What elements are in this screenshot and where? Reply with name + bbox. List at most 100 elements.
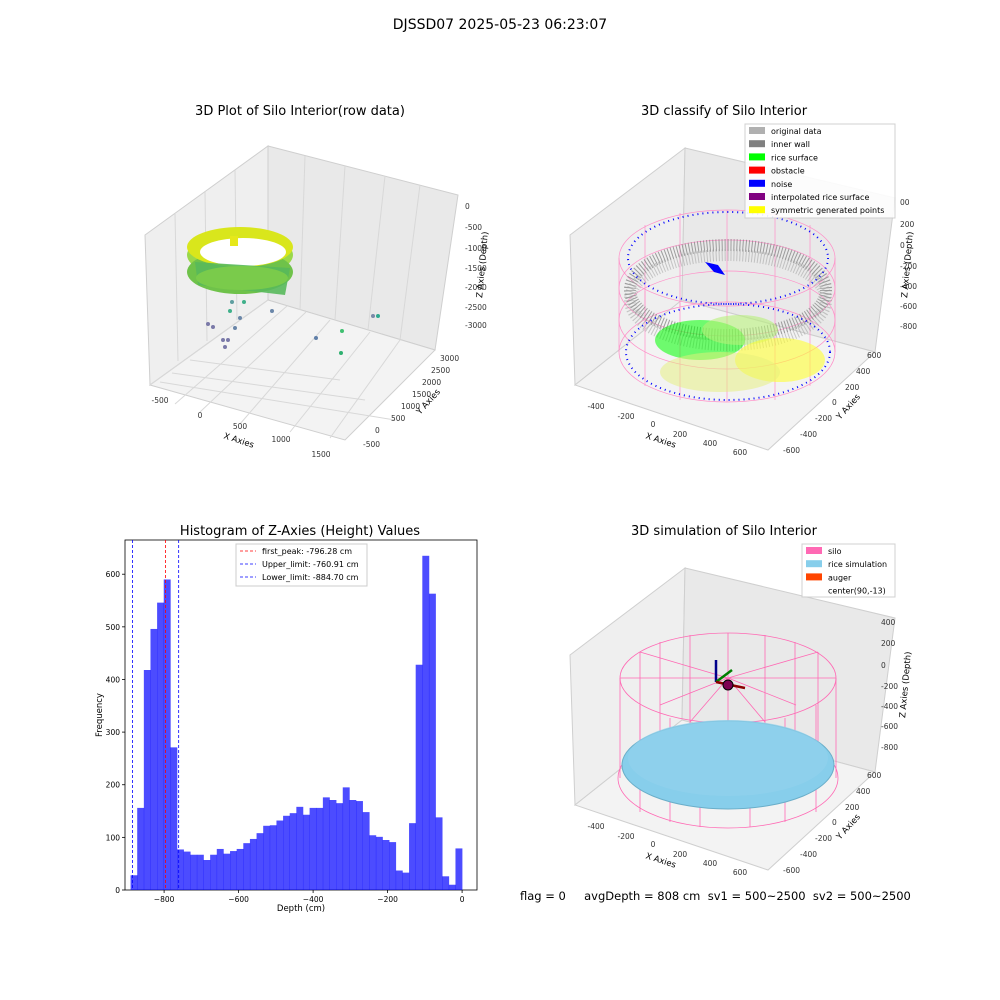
histogram-y-tick-label: 500	[106, 623, 121, 632]
simulation-legend-label: silo	[828, 547, 842, 556]
classify-y-tick: 0	[832, 398, 837, 407]
simulation-z-tick: 0	[881, 661, 886, 670]
histogram-x-tick-label: −400	[303, 895, 324, 904]
histogram-bar	[157, 602, 165, 890]
histogram-bar	[130, 875, 138, 890]
histogram-bar	[448, 884, 456, 890]
classify-legend-label: rice surface	[771, 153, 818, 162]
histogram-bar	[322, 797, 330, 890]
simulation-x-tick: 600	[733, 868, 748, 877]
histogram-y-tick-label: 200	[106, 781, 121, 790]
classify-legend-swatch	[749, 179, 765, 187]
histogram-bar	[415, 664, 423, 890]
histogram-bar	[236, 848, 244, 890]
histogram-bar	[203, 860, 211, 890]
raw-z-tick: -2500	[465, 303, 487, 312]
histogram-bar	[223, 853, 231, 890]
histogram-x-tick-label: −800	[154, 895, 175, 904]
histogram-bar	[342, 787, 350, 890]
simulation-legend-label: rice simulation	[828, 560, 887, 569]
histogram-bar	[309, 807, 317, 890]
simulation-legend-swatch	[806, 547, 822, 554]
histogram-legend-label: first_peak: -796.28 cm	[262, 547, 352, 556]
histogram-bar	[276, 820, 284, 890]
simulation-y-tick: 0	[832, 818, 837, 827]
simulation-3d-plot: silo rice simulation auger center(90,-13) -…	[569, 543, 914, 877]
histogram-legend	[235, 543, 368, 587]
raw-y-tick: 2500	[431, 366, 450, 375]
simulation-z-tick: -600	[881, 722, 898, 731]
classify-y-label: Y Axies	[834, 392, 863, 423]
raw-x-tick: 1500	[311, 450, 330, 459]
status-line: flag = 0 avgDepth = 808 cm sv1 = 500~250…	[520, 889, 911, 903]
histogram-bar	[216, 848, 224, 890]
simulation-z-tick: 200	[881, 639, 896, 648]
histogram-bar	[349, 800, 357, 890]
histogram-y-tick-label: 300	[106, 728, 121, 737]
classify-y-tick: -200	[815, 414, 832, 423]
histogram-y-label: Frequency	[95, 693, 105, 737]
raw-z-tick: -1500	[465, 264, 487, 273]
raw-x-ticks: -500 0 500 1000 1500	[151, 396, 330, 459]
histogram-bar	[382, 840, 390, 890]
classify-plot-title: 3D classify of Silo Interior	[640, 104, 808, 119]
simulation-legend-label: center(90,-13)	[828, 587, 886, 596]
histogram-y-tick-label: 0	[115, 886, 120, 895]
classify-legend-label: interpolated rice surface	[771, 193, 869, 202]
histogram-bar	[269, 825, 277, 890]
histogram-legend-entries: first_peak: -796.28 cm Upper_limit: -760.…	[240, 547, 359, 582]
raw-y-tick: 500	[391, 414, 406, 423]
simulation-y-label: Y Axies	[834, 812, 863, 843]
classify-x-ticks: -400 -200 0 200 400 600	[587, 402, 747, 457]
raw-x-tick: -500	[151, 396, 168, 405]
histogram-bar	[150, 628, 158, 890]
classify-x-tick: -400	[587, 402, 604, 411]
simulation-x-tick: -400	[587, 822, 604, 831]
raw-y-tick: 0	[375, 426, 380, 435]
histogram-bar	[362, 812, 370, 890]
classify-z-tick: -600	[900, 302, 917, 311]
histogram-x-label: Depth (cm)	[277, 904, 325, 914]
histogram-bar	[283, 815, 291, 890]
raw-3d-plot: -500 0 500 1000 1500 X Axies -500 0 500 …	[144, 145, 491, 459]
histogram-bar	[375, 836, 383, 890]
classify-z-tick-partial: 00	[900, 198, 910, 207]
histogram-bar	[356, 801, 363, 890]
histogram-bar	[435, 817, 443, 890]
simulation-z-tick: -800	[881, 743, 898, 752]
simulation-y-tick: -400	[800, 850, 817, 859]
raw-y-tick: -500	[363, 440, 380, 449]
histogram-bar	[263, 825, 271, 890]
simulation-legend-swatch	[806, 573, 822, 581]
raw-z-tick: -500	[465, 223, 482, 232]
histogram-bar	[196, 854, 204, 890]
classify-x-tick: 600	[733, 448, 748, 457]
classify-y-tick: -400	[800, 430, 817, 439]
histogram-bar	[170, 747, 178, 890]
histogram-y-tick-label: 400	[106, 675, 121, 684]
raw-x-tick: 0	[198, 411, 203, 420]
classify-z-tick: -800	[900, 322, 917, 331]
classify-legend-swatch	[749, 206, 765, 214]
histogram-bar	[402, 872, 410, 890]
histogram-bar	[395, 870, 403, 890]
histogram-legend-label: Lower_limit: -884.70 cm	[262, 573, 359, 582]
classify-y-tick: -600	[783, 446, 800, 455]
raw-y-tick: 1000	[401, 402, 420, 411]
histogram-y-tick-label: 100	[106, 833, 121, 842]
classify-z-ticks: 00 200 0 -200 -400 -600 -800	[900, 198, 917, 331]
simulation-z-label: Z Axies (Depth)	[898, 651, 914, 718]
simulation-legend-swatch	[806, 560, 822, 568]
raw-z-tick: -2000	[465, 283, 487, 292]
classify-legend-swatch	[749, 153, 765, 161]
simulation-plot-title: 3D simulation of Silo Interior	[631, 524, 817, 539]
simulation-y-tick: 600	[867, 771, 882, 780]
raw-z-tick: 0	[465, 202, 470, 211]
histogram-threshold-lines	[132, 540, 180, 890]
simulation-y-tick: 400	[856, 787, 871, 796]
classify-legend-label: inner wall	[771, 140, 810, 149]
raw-surface-ring	[187, 227, 293, 295]
classify-wall-points	[624, 239, 832, 351]
raw-scatter-points	[206, 300, 380, 355]
classify-z-tick: 0	[900, 241, 905, 250]
